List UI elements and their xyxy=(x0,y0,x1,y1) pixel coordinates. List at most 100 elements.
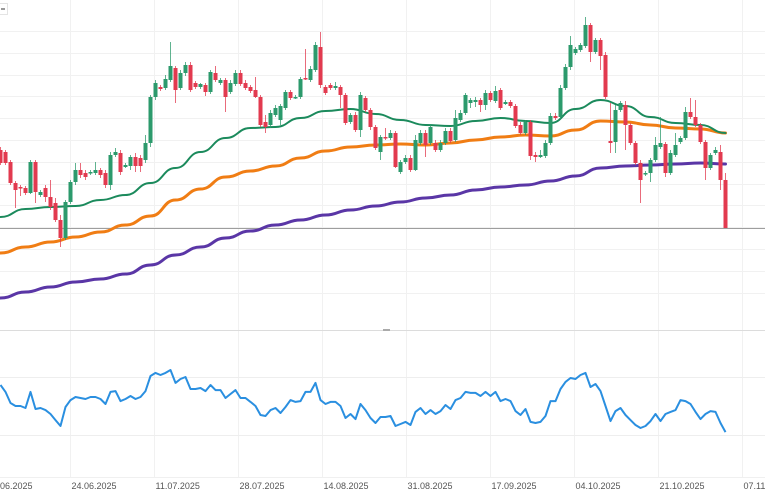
candle xyxy=(18,185,23,196)
candle xyxy=(693,100,698,127)
candle xyxy=(423,130,428,157)
candlestick-series xyxy=(0,17,728,247)
x-tick-label: 04.10.2025 xyxy=(576,481,621,491)
long-moving-average-line xyxy=(0,161,727,300)
candle-body xyxy=(153,83,158,97)
x-tick-label: 14.08.2025 xyxy=(324,481,369,491)
candle-body xyxy=(53,203,58,220)
candle xyxy=(323,85,328,95)
candle xyxy=(623,101,628,150)
candle xyxy=(283,90,288,110)
x-tick-label: 28.07.2025 xyxy=(240,481,285,491)
candle-body xyxy=(158,87,163,89)
candle-body xyxy=(348,115,353,122)
candle xyxy=(63,200,68,240)
candle-body xyxy=(538,155,543,157)
candle-body xyxy=(183,65,188,73)
candle xyxy=(308,66,313,82)
candle-body xyxy=(308,69,313,80)
candle-body xyxy=(653,145,658,160)
candle-body xyxy=(268,113,273,125)
short-moving-average-line xyxy=(0,98,727,218)
candle-body xyxy=(138,158,143,166)
candle xyxy=(413,135,418,171)
candle-body xyxy=(163,79,168,88)
candle xyxy=(708,153,713,170)
candle-body xyxy=(503,102,508,104)
candle-body xyxy=(578,45,583,50)
x-tick-label: 11.07.2025 xyxy=(156,481,200,491)
candle xyxy=(53,198,58,222)
candle xyxy=(393,131,398,168)
candle xyxy=(453,110,458,142)
candle xyxy=(193,81,198,89)
candle-body xyxy=(563,67,568,88)
candle-body xyxy=(423,133,428,145)
candle xyxy=(23,186,28,195)
candle-body xyxy=(8,162,13,183)
minus-icon xyxy=(1,8,5,10)
pane-resize-handle[interactable] xyxy=(383,329,390,331)
candle xyxy=(98,168,103,178)
candle-body xyxy=(78,170,83,175)
candle xyxy=(223,78,228,112)
candle-body xyxy=(23,188,28,193)
candle-body xyxy=(73,170,78,182)
candle-body xyxy=(678,138,683,142)
candle xyxy=(473,97,478,107)
candle-body xyxy=(458,113,463,120)
candle-body xyxy=(178,73,183,88)
collapse-panel-button[interactable] xyxy=(0,3,8,15)
x-tick-label: 21.10.2025 xyxy=(660,481,705,491)
candle-body xyxy=(633,143,638,163)
candle-body xyxy=(593,40,598,52)
candle xyxy=(508,100,513,108)
candle-body xyxy=(103,173,108,185)
candle xyxy=(523,120,528,135)
candle xyxy=(663,142,668,177)
candle-body xyxy=(13,183,18,190)
candle-body xyxy=(58,220,63,238)
candle xyxy=(653,137,658,162)
candle-body xyxy=(533,155,538,157)
candle-body xyxy=(438,143,443,150)
candle xyxy=(148,95,153,147)
candle xyxy=(593,38,598,54)
candle-body xyxy=(318,47,323,85)
candle-body xyxy=(188,65,193,90)
candle xyxy=(278,104,283,125)
candle xyxy=(213,66,218,82)
candle xyxy=(478,98,483,112)
candle xyxy=(83,170,88,180)
candle xyxy=(408,155,413,172)
candle xyxy=(673,133,678,157)
candle-body xyxy=(398,162,403,172)
candle-body xyxy=(203,85,208,92)
candle xyxy=(138,155,143,172)
candle-body xyxy=(273,108,278,115)
candle-body xyxy=(223,80,228,97)
candle-body xyxy=(603,55,608,97)
candle xyxy=(348,113,353,124)
candle-body xyxy=(253,90,258,97)
candle xyxy=(8,160,13,185)
candle xyxy=(68,180,73,204)
candle xyxy=(173,66,178,103)
candle-body xyxy=(368,110,373,127)
candle-body xyxy=(218,80,223,83)
candle xyxy=(363,96,368,112)
candle-body xyxy=(573,49,578,53)
candle xyxy=(153,80,158,100)
candle-body xyxy=(668,153,673,173)
candle xyxy=(573,47,578,55)
candle-body xyxy=(673,145,678,155)
candle xyxy=(293,95,298,99)
candle xyxy=(403,155,408,164)
candle-body xyxy=(283,92,288,108)
candle-body xyxy=(658,143,663,147)
candle xyxy=(228,80,233,94)
candle xyxy=(243,80,248,90)
candle xyxy=(93,162,98,175)
candle xyxy=(273,105,278,117)
